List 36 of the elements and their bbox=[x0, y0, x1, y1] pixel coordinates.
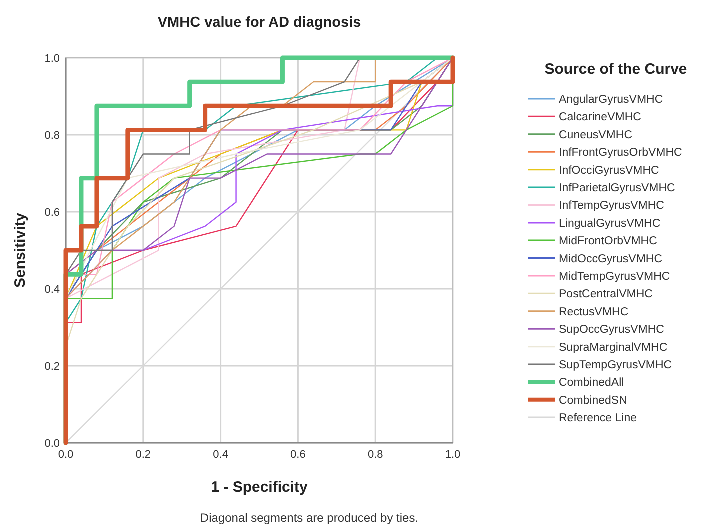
legend-label: SupTempGyrusVMHC bbox=[559, 360, 672, 372]
legend-label: InfTempGyrusVMHC bbox=[559, 200, 664, 212]
legend-label: CalcarineVMHC bbox=[559, 112, 642, 124]
x-axis-title: 1 - Specificity bbox=[211, 479, 309, 496]
legend-label: Reference Line bbox=[559, 412, 637, 425]
text: Diagonal segments are produced by ties. bbox=[200, 511, 419, 525]
legend-label: CombinedAll bbox=[559, 377, 624, 390]
x-tick-label: 0.6 bbox=[290, 449, 306, 461]
legend-title: Source of the Curve bbox=[544, 61, 688, 78]
legend-label: CombinedSN bbox=[559, 394, 628, 407]
legend-label: LingualGyrusVMHC bbox=[559, 218, 661, 230]
y-tick-label: 0.2 bbox=[44, 361, 60, 373]
legend-label: InfOcciGyrusVMHC bbox=[559, 164, 660, 177]
legend-label: MidTempGyrusVMHC bbox=[559, 271, 670, 283]
legend-label: MidOccGyrusVMHC bbox=[559, 253, 663, 266]
y-tick-label: 0.6 bbox=[44, 207, 60, 219]
x-tick-label: 0.8 bbox=[368, 449, 384, 461]
chart-title: VMHC value for AD diagnosis bbox=[158, 15, 362, 31]
y-tick-label: 0.0 bbox=[44, 438, 60, 450]
x-tick-label: 0.4 bbox=[213, 449, 228, 461]
x-tick-label: 0.2 bbox=[136, 449, 152, 461]
x-tick-label: 0.0 bbox=[58, 449, 74, 461]
legend-label: InfFrontGyrusOrbVMHC bbox=[559, 147, 682, 160]
y-tick-label: 0.4 bbox=[44, 284, 60, 296]
legend-label: RectusVMHC bbox=[559, 306, 629, 318]
legend-label: PostCentralVMHC bbox=[559, 288, 653, 301]
x-tick-label: 1.0 bbox=[445, 449, 461, 461]
legend-label: SupOccGyrusVMHC bbox=[559, 324, 664, 336]
y-tick-label: 0.8 bbox=[44, 130, 60, 142]
y-tick-label: 1.0 bbox=[44, 53, 60, 65]
legend-label: InfParietalGyrusVMHC bbox=[559, 182, 676, 194]
legend-label: AngularGyrusVMHC bbox=[559, 94, 664, 106]
legend-label: SupraMarginalVMHC bbox=[559, 342, 668, 354]
legend-label: MidFrontOrbVMHC bbox=[559, 236, 658, 248]
legend-label: CuneusVMHC bbox=[559, 129, 632, 142]
y-axis-title: Sensitivity bbox=[12, 212, 29, 288]
